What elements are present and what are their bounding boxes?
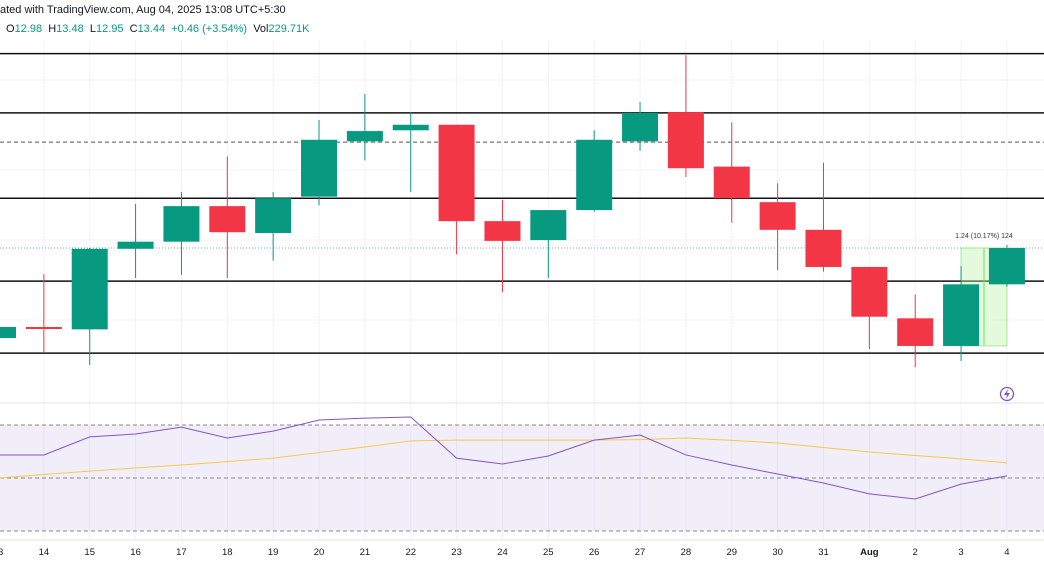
x-axis-label: 21 [360, 547, 371, 558]
candle-body [209, 206, 246, 233]
lightning-icon [999, 386, 1015, 402]
candle-body [301, 139, 338, 197]
x-axis-label: 24 [497, 547, 508, 558]
x-axis-label: 18 [222, 547, 233, 558]
change-value: +0.46 (+3.54%) [171, 23, 248, 35]
low-value: 12.95 [95, 23, 124, 35]
candle-body [255, 198, 292, 233]
candle-body [805, 229, 842, 267]
x-axis-label: 4 [1004, 547, 1009, 558]
x-axis-label: 20 [314, 547, 325, 558]
close-value: 13.44 [137, 23, 166, 35]
candle-body [897, 318, 934, 346]
candle-body [530, 210, 567, 241]
x-axis-label: 16 [130, 547, 141, 558]
x-axis-label: 13 [0, 547, 3, 558]
volume-label: Vol [253, 23, 269, 35]
x-axis-label: 27 [635, 547, 646, 558]
measure-label: 1.24 (10.17%) 124 [955, 233, 1013, 240]
candle-body [988, 248, 1025, 285]
x-axis-label: 22 [405, 547, 416, 558]
candle-body [392, 124, 429, 131]
x-axis-label: 26 [589, 547, 600, 558]
x-axis-label: 25 [543, 547, 554, 558]
candle-body [71, 248, 108, 330]
rsi-line [0, 416, 1008, 500]
candle-body [667, 112, 704, 169]
x-axis-label: 19 [268, 547, 279, 558]
candle-body [346, 131, 383, 142]
candle-body [576, 139, 613, 211]
x-axis-label: 3 [958, 547, 963, 558]
x-axis-label: 17 [176, 547, 187, 558]
x-axis-label: 28 [681, 547, 692, 558]
x-axis-label: 23 [451, 547, 462, 558]
candle-body [163, 206, 200, 242]
candle-body [713, 166, 750, 199]
candle-body [484, 221, 521, 241]
x-axis-label: 15 [84, 547, 95, 558]
low-label: L [89, 23, 96, 35]
candle-body [438, 124, 475, 222]
lightning-icon-circle [999, 386, 1015, 402]
chart-header-title: ated with TradingView.com, Aug 04, 2025 … [0, 4, 286, 16]
x-axis-label: 2 [913, 547, 918, 558]
candle-body [25, 327, 62, 329]
rsi-ma-line [0, 437, 1007, 479]
high-label: H [48, 23, 57, 35]
x-axis-label: Aug [860, 547, 879, 558]
close-label: C [129, 23, 138, 35]
lightning-icon-bolt [1004, 389, 1010, 399]
open-label: O [6, 23, 15, 35]
candle-body [0, 327, 16, 339]
x-axis-label: 14 [39, 547, 50, 558]
candle-body [943, 284, 980, 346]
x-axis-label: 30 [772, 547, 783, 558]
ohlc-legend: O12.98 H13.48 L12.95 C13.44 +0.46 (+3.54… [6, 23, 309, 35]
candle-body [622, 112, 659, 142]
open-value: 12.98 [14, 23, 43, 35]
x-axis-label: 29 [726, 547, 737, 558]
candle-body [759, 202, 796, 230]
candle-body [851, 266, 888, 317]
high-value: 13.48 [56, 23, 84, 35]
candle-body [117, 241, 154, 249]
volume-value: 229.71K [268, 23, 310, 35]
x-axis-label: 31 [818, 547, 829, 558]
